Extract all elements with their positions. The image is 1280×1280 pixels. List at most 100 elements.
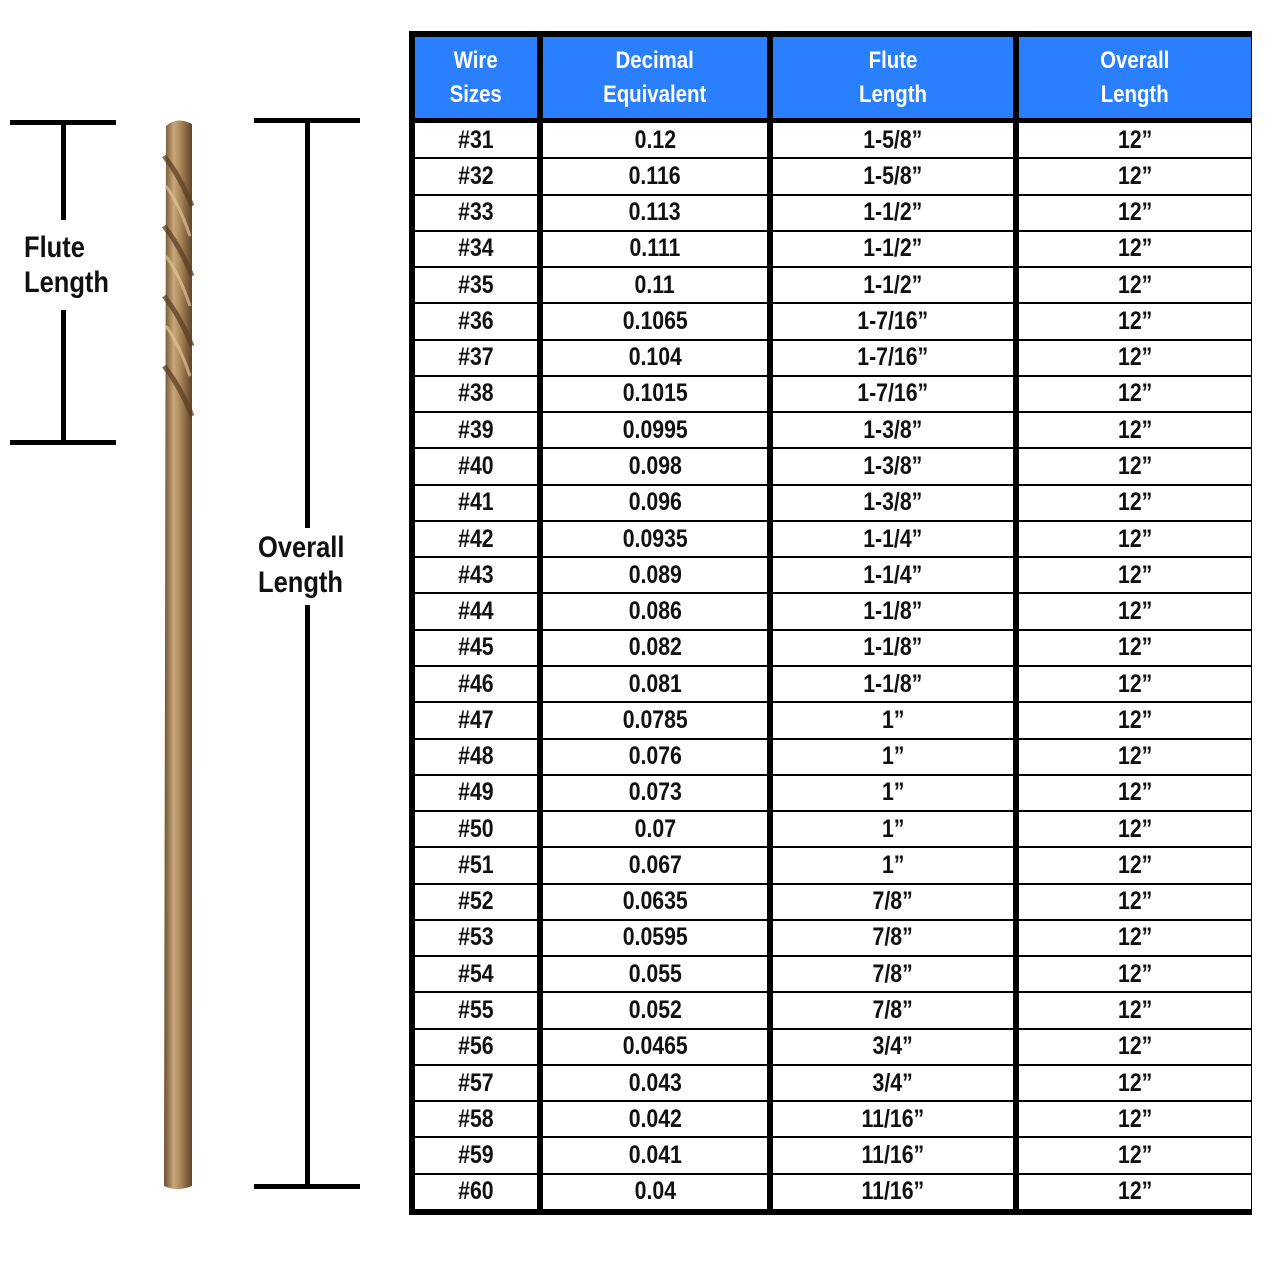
cell-text: 11/16” xyxy=(861,1104,925,1133)
wire-size-cell: #47 xyxy=(415,703,537,738)
overall-length-column: Overall Length 12” 12” 12” 12” 12” 12” 12” 12” 12… xyxy=(1019,37,1251,1209)
flute-length-cells: 1-5/8” 1-5/8” 1-1/2” 1-1/2” 1-1/2” 1-7/16” 1-7… xyxy=(773,123,1013,1209)
decimal-equivalent-cell: 0.111 xyxy=(543,231,767,267)
cell-text: 7/8” xyxy=(872,996,914,1024)
cell-text: 12” xyxy=(1117,488,1153,517)
cell-text: 0.041 xyxy=(628,1141,682,1170)
flute-length-cell: 1” xyxy=(773,812,1013,847)
overall-length-cell: 12” xyxy=(1019,1102,1251,1137)
cell-text: #52 xyxy=(458,887,494,916)
cell-text: 1-3/8” xyxy=(863,488,923,517)
overall-length-cell: 12” xyxy=(1019,413,1251,448)
overall-length-label: Overall Length xyxy=(258,530,345,600)
decimal-equivalent-cell: 0.1065 xyxy=(543,304,767,339)
cell-text: 12” xyxy=(1117,923,1153,952)
cell-text: 7/8” xyxy=(872,887,914,916)
cell-text: 1-1/4” xyxy=(863,524,923,553)
wire-size-cell: #58 xyxy=(415,1102,537,1137)
cell-text: #54 xyxy=(458,959,494,988)
wire-size-cell: #35 xyxy=(415,268,537,303)
cell-text: 1-7/16” xyxy=(857,343,929,372)
decimal-equivalent-cell: 0.104 xyxy=(543,340,767,375)
cell-text: 7/8” xyxy=(872,959,914,988)
cell-text: 0.042 xyxy=(628,1104,682,1133)
overall-bracket-line-upper xyxy=(305,118,310,528)
flute-bracket-bottom xyxy=(10,440,116,445)
decimal-equivalent-cell: 0.0465 xyxy=(543,1029,767,1064)
overall-length-cell: 12” xyxy=(1019,449,1251,484)
overall-length-header: Overall Length xyxy=(1019,37,1251,118)
overall-length-cell: 12” xyxy=(1019,231,1251,267)
flute-length-cell: 1-3/8” xyxy=(773,449,1013,484)
cell-text: 0.073 xyxy=(628,778,682,807)
cell-text: 0.04 xyxy=(634,1177,676,1206)
flute-length-cell: 1-5/8” xyxy=(773,159,1013,194)
overall-length-cell: 12” xyxy=(1019,304,1251,339)
cell-text: 1-3/8” xyxy=(863,415,923,444)
cell-text: 12” xyxy=(1117,343,1153,372)
cell-text: 0.1065 xyxy=(622,306,688,335)
cell-text: 12” xyxy=(1117,705,1153,734)
overall-length-cell: 12” xyxy=(1019,957,1251,992)
cell-text: 1-3/8” xyxy=(863,452,923,481)
cell-text: #56 xyxy=(458,1032,494,1061)
cell-text: 0.104 xyxy=(628,343,682,372)
wire-size-cell: #49 xyxy=(415,775,537,811)
cell-text: 12” xyxy=(1117,996,1153,1024)
cell-text: #35 xyxy=(458,270,494,299)
wire-size-cell: #59 xyxy=(415,1138,537,1173)
decimal-equivalent-cell: 0.086 xyxy=(543,594,767,629)
cell-text: 12” xyxy=(1117,742,1153,771)
cell-text: 12” xyxy=(1117,850,1153,879)
cell-text: #33 xyxy=(458,198,494,227)
overall-length-cells: 12” 12” 12” 12” 12” 12” 12” 12” 12” 12” 12” 12” 12” 1… xyxy=(1019,123,1251,1209)
decimal-equivalent-cell: 0.0995 xyxy=(543,413,767,448)
cell-text: 12” xyxy=(1117,270,1153,299)
decimal-equivalent-cell: 0.0785 xyxy=(543,703,767,738)
cell-text: #34 xyxy=(458,234,494,263)
flute-length-cell: 3/4” xyxy=(773,1065,1013,1101)
decimal-equivalent-cell: 0.043 xyxy=(543,1065,767,1101)
flute-length-cell: 1-3/8” xyxy=(773,485,1013,520)
cell-text: 1-7/16” xyxy=(857,379,929,408)
decimal-equivalent-cell: 0.081 xyxy=(543,666,767,702)
cell-text: 1-7/16” xyxy=(857,306,929,335)
overall-length-cell: 12” xyxy=(1019,703,1251,738)
wire-size-cell: #50 xyxy=(415,812,537,847)
wire-size-cell: #56 xyxy=(415,1029,537,1064)
cell-text: 0.0465 xyxy=(622,1032,688,1061)
cell-text: 12” xyxy=(1117,959,1153,988)
cell-text: 12” xyxy=(1117,306,1153,335)
cell-text: #31 xyxy=(458,125,494,154)
cell-text: #37 xyxy=(458,343,494,372)
cell-text: #51 xyxy=(458,850,494,879)
cell-text: 0.096 xyxy=(628,488,682,517)
flute-bracket-line-lower xyxy=(61,310,66,442)
cell-text: 0.081 xyxy=(628,669,682,698)
wire-size-cell: #57 xyxy=(415,1065,537,1101)
decimal-equivalent-cell: 0.0635 xyxy=(543,884,767,919)
decimal-equivalent-cell: 0.11 xyxy=(543,268,767,303)
cell-text: 12” xyxy=(1117,234,1153,263)
cell-text: 0.043 xyxy=(628,1068,682,1097)
header-text: Flute Length xyxy=(858,46,927,108)
decimal-equivalent-cell: 0.073 xyxy=(543,775,767,811)
decimal-equivalent-cell: 0.082 xyxy=(543,630,767,665)
cell-text: #59 xyxy=(458,1141,494,1170)
flute-length-cell: 1-1/8” xyxy=(773,666,1013,702)
overall-length-cell: 12” xyxy=(1019,812,1251,847)
overall-length-cell: 12” xyxy=(1019,521,1251,557)
cell-text: 1-1/2” xyxy=(863,198,923,227)
wire-size-cell: #55 xyxy=(415,993,537,1028)
cell-text: 1-1/2” xyxy=(863,234,923,263)
overall-length-cell: 12” xyxy=(1019,884,1251,919)
decimal-equivalent-cell: 0.052 xyxy=(543,993,767,1028)
cell-text: #57 xyxy=(458,1068,494,1097)
drill-bit-image xyxy=(162,120,194,1189)
wire-size-table: Wire Sizes #31 #32 #33 #34 #35 #36 #37 #38 #39 #40… xyxy=(409,31,1252,1215)
wire-size-cell: #60 xyxy=(415,1174,537,1209)
flute-length-cell: 1-1/2” xyxy=(773,231,1013,267)
wire-size-cell: #31 xyxy=(415,123,537,158)
flute-length-label: Flute Length xyxy=(24,230,109,300)
cell-text: 1” xyxy=(881,814,905,843)
